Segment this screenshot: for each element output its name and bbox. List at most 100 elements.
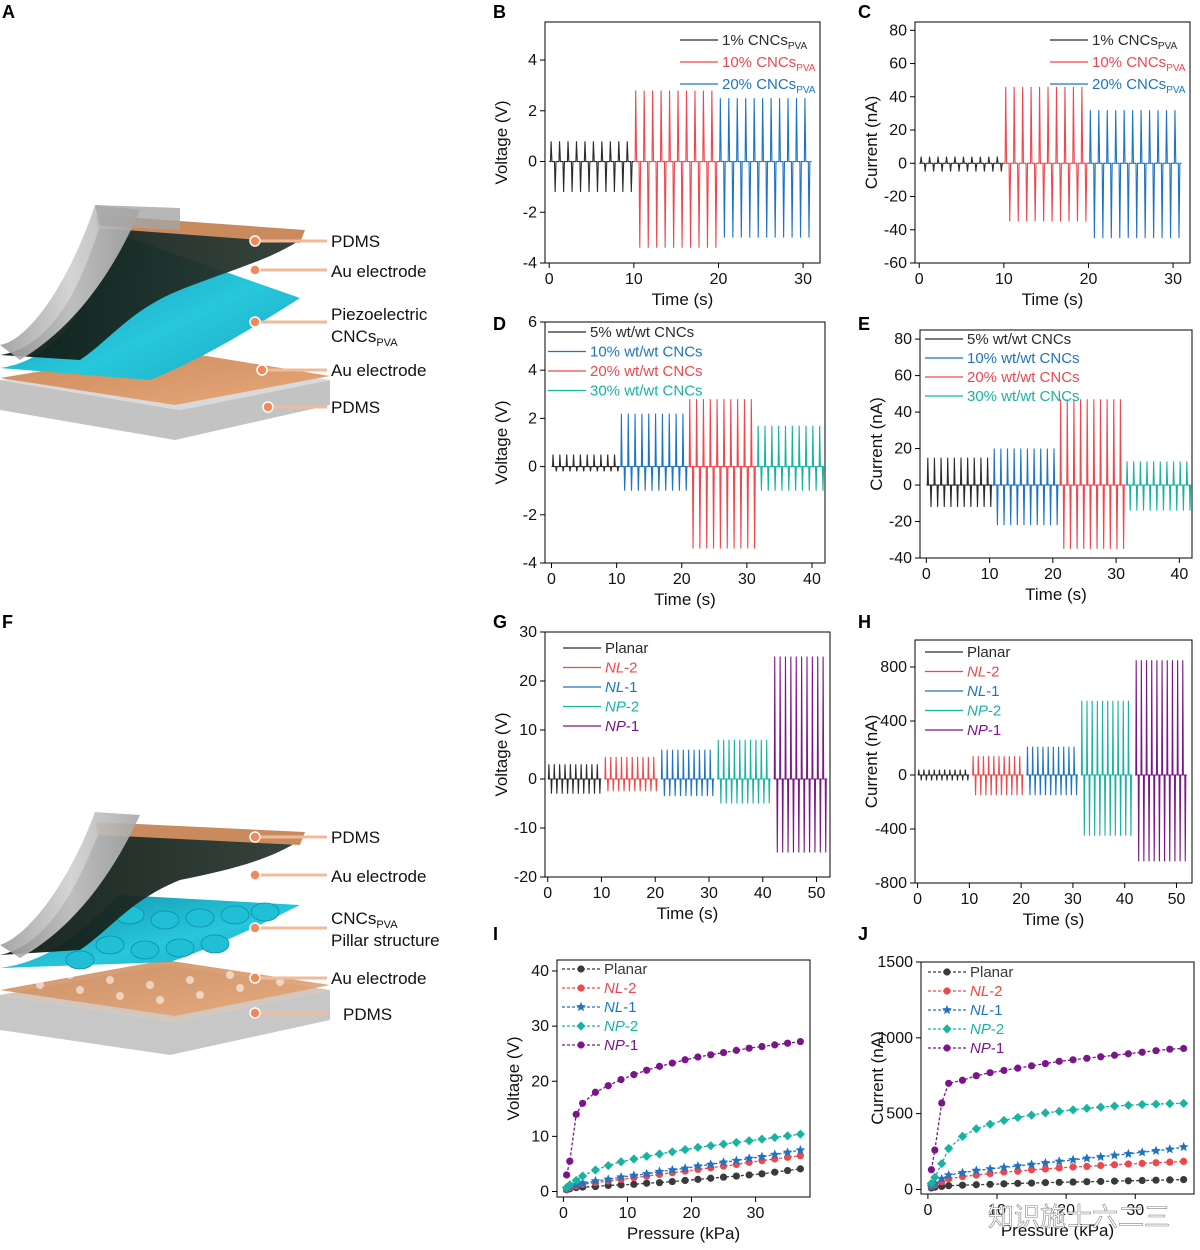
data-point bbox=[985, 1163, 995, 1174]
data-point bbox=[1055, 1164, 1063, 1172]
y-axis-label: Voltage (V) bbox=[492, 100, 511, 184]
y-tick-label: 800 bbox=[880, 659, 907, 676]
signal-trace bbox=[633, 90, 719, 248]
legend-label: 1% CNCsPVA bbox=[1092, 32, 1177, 52]
panel-letter-b: B bbox=[493, 2, 506, 22]
data-point bbox=[1180, 1157, 1188, 1165]
legend-marker bbox=[942, 1024, 952, 1034]
legend-label: 20% CNCsPVA bbox=[1092, 76, 1186, 96]
data-point bbox=[668, 1059, 676, 1067]
x-axis-label: Time (s) bbox=[1025, 585, 1087, 604]
y-tick-label: 1500 bbox=[877, 954, 913, 971]
data-point bbox=[629, 1154, 639, 1164]
data-point bbox=[643, 1179, 651, 1187]
x-tick-label: 40 bbox=[1170, 566, 1188, 583]
panel-letter-g: G bbox=[493, 612, 507, 632]
x-tick-label: 30 bbox=[1126, 1202, 1144, 1219]
series-line bbox=[931, 1178, 1184, 1189]
x-tick-label: 30 bbox=[700, 885, 718, 902]
data-point bbox=[1026, 1159, 1037, 1169]
legend-label: NL-1 bbox=[605, 679, 638, 696]
chart-i-voltage-vs-pressure: 0 10 20 30 0 10 20 30 40 Pressure (kPa) Voltage (V… bbox=[504, 959, 811, 1243]
chart-c-current-vs-time: 0 10 20 30 -60 -40 -20 0 20 40 60 80 Time (s) Current… bbox=[862, 21, 1191, 309]
data-point bbox=[1097, 1053, 1105, 1061]
plot-frame bbox=[914, 21, 1191, 264]
data-point bbox=[680, 1163, 690, 1173]
data-point bbox=[930, 1172, 940, 1182]
y-tick-label: 4 bbox=[528, 52, 537, 69]
data-point bbox=[957, 1131, 968, 1141]
data-point bbox=[1040, 1108, 1051, 1118]
data-point bbox=[795, 1129, 805, 1139]
data-point bbox=[719, 1173, 728, 1181]
data-point bbox=[1083, 1162, 1091, 1171]
plot-frame bbox=[914, 639, 1193, 884]
legend-label: Planar bbox=[970, 964, 1013, 981]
data-point bbox=[945, 1182, 953, 1190]
y-tick-label: 0 bbox=[528, 154, 537, 171]
chart-g-voltage-vs-time: 0 10 20 30 40 50 -20 -10 0 10 20 30 Time (s) Voltage … bbox=[492, 624, 831, 923]
y-tick-label: 500 bbox=[886, 1106, 913, 1123]
data-point bbox=[796, 1152, 804, 1160]
legend-label: 20% wt/wt CNCs bbox=[590, 363, 703, 380]
signal-trace bbox=[1125, 461, 1192, 511]
y-axis-label: Current (nA) bbox=[862, 715, 881, 809]
data-point bbox=[718, 1157, 729, 1167]
data-point bbox=[1180, 1044, 1188, 1053]
data-point bbox=[1027, 1166, 1036, 1174]
data-point bbox=[957, 1167, 968, 1177]
x-tick-label: 0 bbox=[922, 566, 931, 583]
x-tick-label: 10 bbox=[995, 271, 1013, 288]
data-point bbox=[1000, 1066, 1008, 1075]
series-line bbox=[930, 1102, 1184, 1184]
y-axis-label: Current (nA) bbox=[867, 397, 886, 491]
data-point bbox=[732, 1172, 740, 1180]
legend-label: 20% CNCsPVA bbox=[722, 76, 816, 96]
data-point bbox=[654, 1149, 665, 1159]
data-point bbox=[1069, 1163, 1077, 1171]
y-tick-label: 0 bbox=[898, 767, 907, 784]
data-point bbox=[1152, 1176, 1160, 1184]
data-point bbox=[1097, 1177, 1105, 1186]
data-point bbox=[1082, 1153, 1092, 1163]
chart-h-current-vs-time: 0 10 20 30 40 50 -800 -400 0 400 800 Time (s) Curren… bbox=[862, 639, 1193, 929]
y-tick-label: -800 bbox=[875, 875, 907, 892]
data-point bbox=[1000, 1180, 1008, 1188]
data-point bbox=[1013, 1112, 1023, 1123]
data-point bbox=[769, 1149, 780, 1159]
data-point bbox=[771, 1168, 779, 1176]
data-point bbox=[1110, 1177, 1119, 1185]
panel-letter-j: J bbox=[858, 924, 868, 944]
data-point bbox=[1095, 1151, 1106, 1161]
data-point bbox=[572, 1110, 580, 1118]
data-point bbox=[1027, 1062, 1036, 1070]
y-tick-label: 4 bbox=[528, 362, 537, 379]
data-point bbox=[590, 1165, 601, 1175]
y-tick-label: 2 bbox=[528, 410, 537, 427]
y-tick-label: 0 bbox=[528, 459, 537, 476]
data-point bbox=[731, 1155, 742, 1165]
y-axis-label: Voltage (V) bbox=[492, 400, 511, 484]
signal-trace bbox=[1026, 746, 1079, 796]
x-tick-label: 0 bbox=[547, 571, 556, 588]
data-point bbox=[1138, 1159, 1146, 1167]
signal-trace bbox=[1088, 110, 1182, 239]
y-tick-label: 40 bbox=[894, 404, 912, 421]
data-point bbox=[1054, 1156, 1065, 1166]
data-point bbox=[707, 1174, 715, 1182]
legend-marker bbox=[576, 1001, 586, 1012]
data-point bbox=[617, 1076, 625, 1084]
legend-label: NP-2 bbox=[604, 1018, 638, 1035]
data-point bbox=[1069, 1178, 1077, 1186]
legend-label: 1% CNCsPVA bbox=[722, 32, 807, 52]
plot-frame bbox=[544, 631, 831, 878]
data-point bbox=[603, 1174, 614, 1184]
data-point bbox=[1083, 1178, 1091, 1186]
data-point bbox=[744, 1153, 754, 1163]
data-point bbox=[972, 1181, 980, 1189]
data-point bbox=[796, 1165, 804, 1173]
data-point bbox=[1166, 1045, 1174, 1053]
data-point bbox=[1014, 1064, 1022, 1072]
x-tick-label: 30 bbox=[1107, 566, 1125, 583]
data-point bbox=[643, 1066, 651, 1074]
